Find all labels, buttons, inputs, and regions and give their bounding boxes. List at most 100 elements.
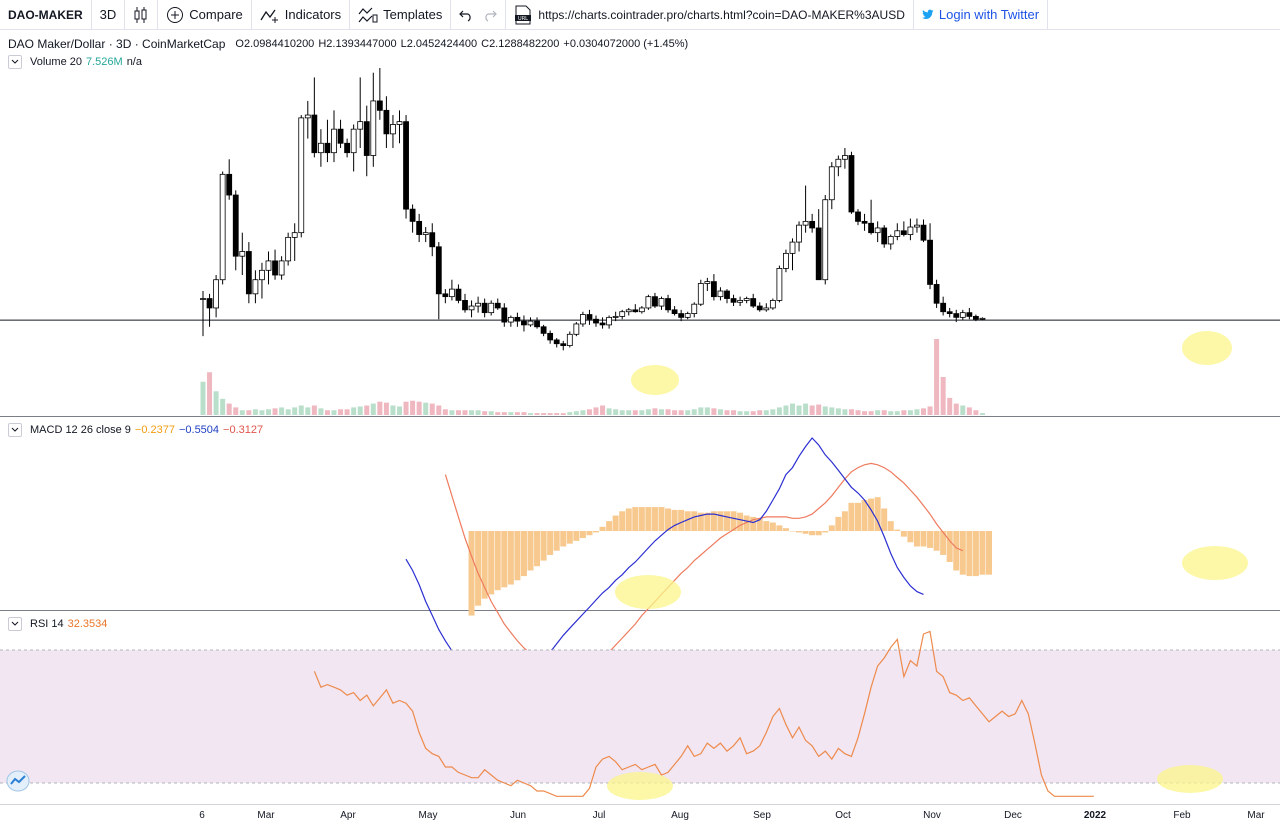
macd-histogram-bar — [737, 512, 744, 531]
macd-histogram-bar — [782, 528, 789, 531]
candle-body — [357, 121, 364, 130]
compare-button[interactable]: Compare — [158, 0, 252, 30]
volume-bar — [672, 410, 678, 415]
volume-bar — [541, 413, 547, 415]
volume-bar — [757, 410, 763, 415]
volume-bar — [429, 403, 435, 415]
candle-body — [907, 226, 914, 235]
rsi-current-highlight — [1157, 765, 1223, 793]
symbol-legend: DAO Maker/Dollar · 3D · CoinMarketCap O2… — [8, 37, 688, 51]
macd-signal-value: −0.3127 — [223, 424, 264, 436]
candle-body — [933, 284, 940, 304]
indicators-button[interactable]: Indicators — [252, 0, 351, 30]
candle-body — [822, 199, 829, 281]
volume-bar — [528, 413, 533, 415]
candle-body — [979, 317, 986, 320]
twitter-icon — [922, 9, 934, 20]
tradingview-logo-icon[interactable] — [6, 770, 30, 792]
candle-body — [337, 128, 344, 144]
volume-bar — [305, 407, 311, 415]
volume-bar — [921, 408, 926, 415]
macd-histogram-bar — [566, 531, 573, 544]
macd-histogram-bar — [730, 511, 737, 531]
volume-bar — [822, 406, 828, 415]
volume-bar — [645, 409, 651, 415]
macd-histogram-bar — [776, 525, 783, 531]
rsi-collapse-chevron-icon[interactable] — [8, 617, 22, 631]
macd-histogram-bar — [894, 529, 901, 531]
volume-bar — [246, 410, 252, 415]
volume-bar — [488, 411, 494, 415]
candle-body — [573, 323, 580, 335]
chart-type-button[interactable] — [125, 0, 159, 30]
macd-collapse-chevron-icon[interactable] — [8, 423, 22, 437]
candle-body — [815, 227, 822, 281]
volume-legend: Volume 20 7.526M n/a — [8, 55, 142, 69]
volume-bar — [423, 402, 429, 415]
time-axis-label: Oct — [835, 810, 851, 821]
macd-histogram-bar — [475, 531, 482, 606]
macd-name: MACD 12 26 close 9 — [30, 424, 131, 436]
volume-bar — [717, 409, 723, 415]
volume-bar — [960, 405, 966, 415]
volume-bar — [416, 401, 422, 415]
compare-label: Compare — [189, 7, 243, 22]
macd-histogram-bar — [481, 531, 488, 599]
volume-bar — [881, 410, 887, 415]
macd-histogram-bar — [966, 531, 973, 577]
volume-bar — [220, 398, 226, 415]
pane-separator-1[interactable] — [0, 416, 1280, 417]
candle-body — [580, 314, 586, 325]
macd-histogram-bar — [835, 516, 842, 531]
macd-histogram-bar — [540, 531, 547, 561]
candle-body — [855, 211, 861, 222]
pane-separator-2[interactable] — [0, 610, 1280, 611]
macd-histogram-bar — [547, 531, 554, 555]
legend-high: H2.1393447000 — [318, 38, 397, 50]
rsi-band — [0, 650, 1280, 783]
candle-body — [881, 227, 888, 245]
volume-bar — [266, 409, 271, 415]
time-axis-label: Jul — [592, 810, 606, 821]
symbol-search-button[interactable]: DAO-MAKER — [0, 0, 92, 30]
macd-histogram-bar — [913, 531, 920, 547]
candle-body — [619, 311, 626, 317]
volume-bar — [737, 411, 743, 415]
candle-body — [206, 298, 213, 309]
interval-button[interactable]: 3D — [92, 0, 126, 30]
macd-line-value: −0.5504 — [178, 424, 220, 436]
candle-body — [501, 307, 508, 323]
candle-body — [232, 194, 239, 257]
chart-canvas[interactable] — [0, 30, 1280, 810]
url-field[interactable]: URL https://charts.cointrader.pro/charts… — [506, 0, 914, 30]
volume-bar — [907, 410, 913, 415]
candle-body — [376, 100, 383, 111]
candle-body — [259, 269, 265, 281]
templates-button[interactable]: Templates — [350, 0, 452, 30]
svg-text:URL: URL — [518, 16, 528, 22]
volume-bar — [449, 410, 455, 415]
volume-bar — [226, 403, 232, 415]
volume-collapse-chevron-icon[interactable] — [8, 55, 22, 69]
candle-body — [717, 290, 724, 298]
volume-bar — [875, 410, 881, 415]
candle-body — [966, 312, 973, 317]
templates-icon — [358, 6, 378, 24]
volume-bar — [685, 410, 691, 415]
volume-bar — [659, 409, 664, 415]
volume-bar — [200, 381, 206, 415]
volume-bar — [724, 410, 730, 415]
legend-change: +0.0304072000 (+1.45%) — [563, 38, 689, 50]
volume-bar — [514, 412, 520, 415]
undo-icon[interactable] — [459, 8, 473, 22]
login-twitter-button[interactable]: Login with Twitter — [914, 0, 1049, 30]
indicators-icon — [260, 6, 280, 24]
macd-histogram-bar — [848, 502, 855, 531]
macd-histogram-bar — [606, 521, 613, 531]
volume-bar — [560, 413, 566, 415]
macd-histogram-bar — [841, 511, 848, 531]
volume-bar — [855, 410, 861, 415]
candle-body — [842, 155, 848, 160]
redo-icon[interactable] — [483, 8, 498, 22]
candle-body — [953, 313, 960, 318]
